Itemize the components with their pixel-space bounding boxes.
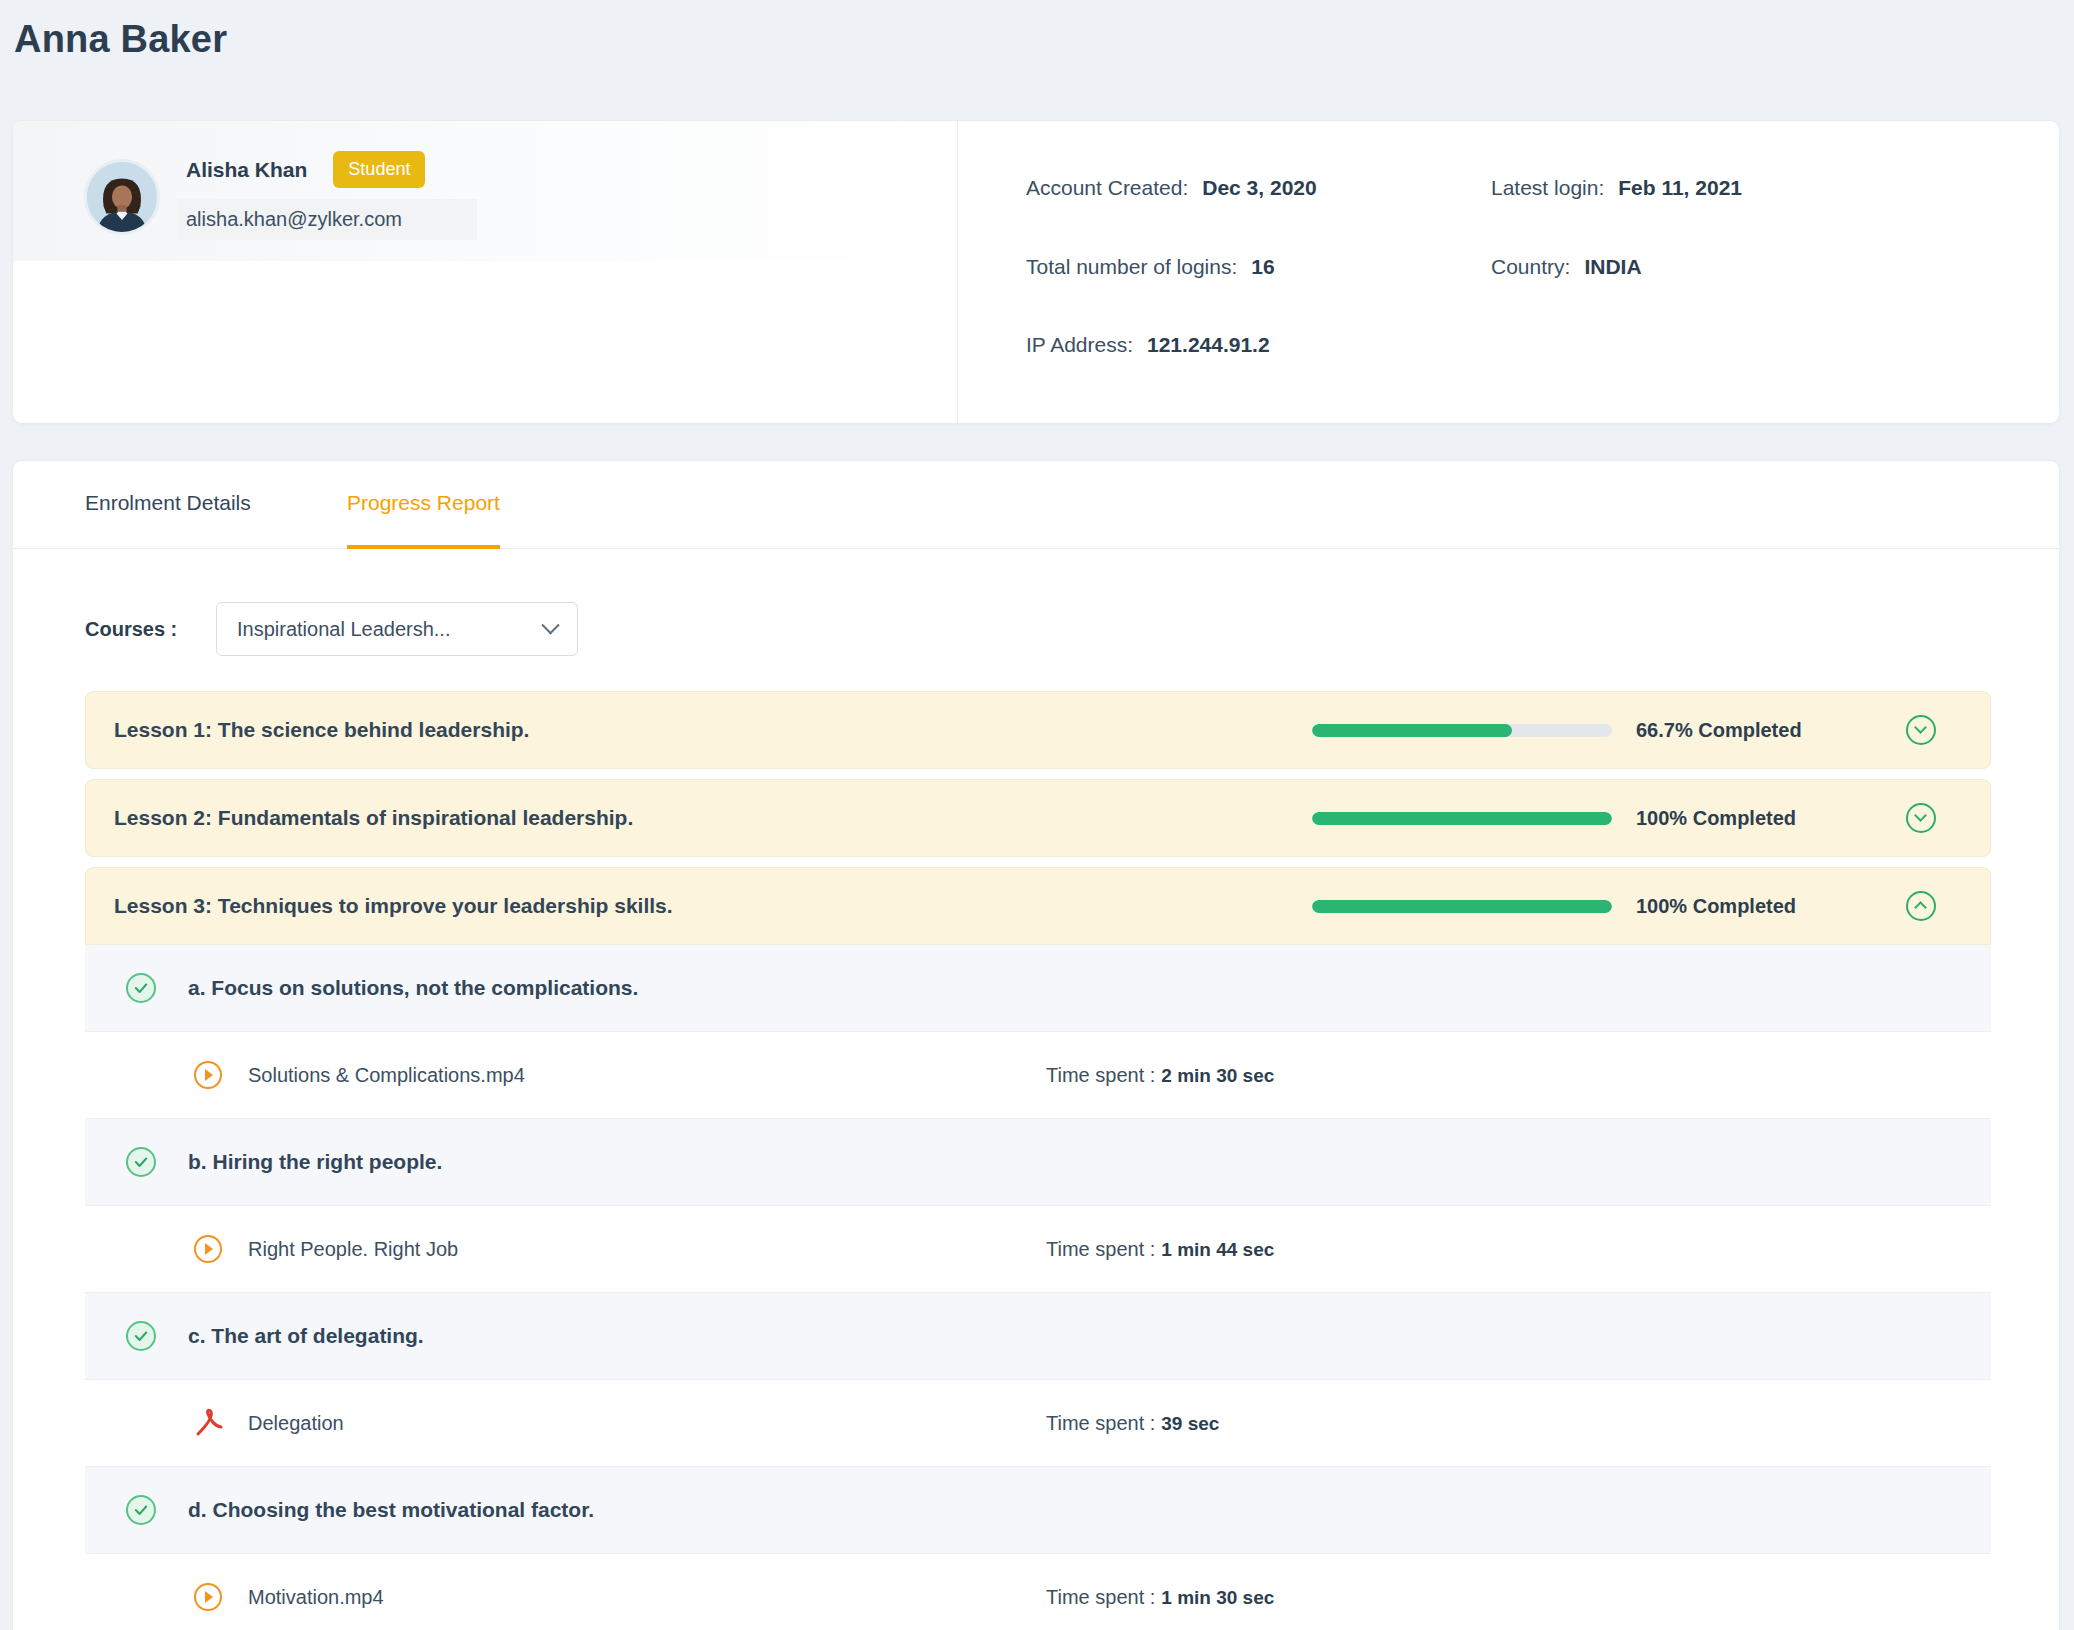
play-icon[interactable] (194, 1061, 222, 1089)
latest-login: Latest login:Feb 11, 2021 (1491, 176, 1742, 200)
completed-check-icon (126, 1495, 156, 1525)
topic-title: d. Choosing the best motivational factor… (188, 1498, 594, 1522)
avatar-image (87, 162, 157, 232)
time-spent: Time spent :1 min 30 sec (1046, 1586, 1274, 1609)
course-dropdown-value: Inspirational Leadersh... (237, 618, 450, 641)
topic-row: a. Focus on solutions, not the complicat… (85, 945, 1991, 1032)
progress-bar (1312, 900, 1612, 913)
course-dropdown[interactable]: Inspirational Leadersh... (216, 602, 578, 656)
progress-label: 66.7% Completed (1636, 719, 1906, 742)
topic-row: b. Hiring the right people. (85, 1119, 1991, 1206)
profile-email: alisha.khan@zylker.com (178, 199, 477, 240)
file-name[interactable]: Solutions & Complications.mp4 (248, 1064, 525, 1087)
expand-chevron-down-icon[interactable] (1906, 715, 1936, 745)
avatar (84, 159, 160, 235)
time-spent: Time spent :2 min 30 sec (1046, 1064, 1274, 1087)
file-row: Delegation Time spent :39 sec (85, 1380, 1991, 1467)
chevron-down-icon (541, 616, 559, 634)
main-card: Enrolment Details Progress Report Course… (12, 460, 2060, 1630)
topic-title: a. Focus on solutions, not the complicat… (188, 976, 638, 1000)
profile-name: Alisha Khan (186, 158, 307, 182)
play-icon[interactable] (194, 1235, 222, 1263)
expand-chevron-down-icon[interactable] (1906, 803, 1936, 833)
topic-row: c. The art of delegating. (85, 1293, 1991, 1380)
courses-label: Courses : (85, 618, 216, 641)
file-name[interactable]: Right People. Right Job (248, 1238, 458, 1261)
topic-title: b. Hiring the right people. (188, 1150, 442, 1174)
lesson-row-3[interactable]: Lesson 3: Techniques to improve your lea… (85, 867, 1991, 945)
collapse-chevron-up-icon[interactable] (1906, 891, 1936, 921)
file-name[interactable]: Delegation (248, 1412, 344, 1435)
profile-left-pane: Alisha Khan Student alisha.khan@zylker.c… (13, 121, 957, 423)
profile-right-pane: Account Created:Dec 3, 2020 Latest login… (958, 121, 2059, 423)
ip-address: IP Address:121.244.91.2 (1026, 333, 1270, 357)
time-spent: Time spent :1 min 44 sec (1046, 1238, 1274, 1261)
file-row: Right People. Right Job Time spent :1 mi… (85, 1206, 1991, 1293)
pdf-icon[interactable] (193, 1407, 225, 1439)
progress-label: 100% Completed (1636, 895, 1906, 918)
file-row: Motivation.mp4 Time spent :1 min 30 sec (85, 1554, 1991, 1630)
file-row: Solutions & Complications.mp4 Time spent… (85, 1032, 1991, 1119)
lesson-row-2[interactable]: Lesson 2: Fundamentals of inspirational … (85, 779, 1991, 857)
time-spent: Time spent :39 sec (1046, 1412, 1219, 1435)
courses-row: Courses : Inspirational Leadersh... (85, 602, 578, 656)
total-logins: Total number of logins:16 (1026, 255, 1275, 279)
lessons-list: Lesson 1: The science behind leadership.… (85, 691, 1991, 1630)
account-created: Account Created:Dec 3, 2020 (1026, 176, 1317, 200)
tab-bar: Enrolment Details Progress Report (13, 461, 2059, 549)
file-name[interactable]: Motivation.mp4 (248, 1586, 384, 1609)
completed-check-icon (126, 1321, 156, 1351)
topic-title: c. The art of delegating. (188, 1324, 424, 1348)
lesson-row-1[interactable]: Lesson 1: The science behind leadership.… (85, 691, 1991, 769)
tab-progress-report[interactable]: Progress Report (347, 461, 500, 549)
topic-row: d. Choosing the best motivational factor… (85, 1467, 1991, 1554)
role-badge: Student (333, 151, 425, 188)
progress-bar (1312, 724, 1612, 737)
play-icon[interactable] (194, 1583, 222, 1611)
progress-label: 100% Completed (1636, 807, 1906, 830)
page-title: Anna Baker (14, 18, 227, 61)
profile-card: Alisha Khan Student alisha.khan@zylker.c… (12, 120, 2060, 424)
completed-check-icon (126, 1147, 156, 1177)
progress-bar (1312, 812, 1612, 825)
tab-enrolment-details[interactable]: Enrolment Details (85, 461, 297, 549)
lesson-title: Lesson 3: Techniques to improve your lea… (86, 894, 1312, 918)
country: Country:INDIA (1491, 255, 1642, 279)
completed-check-icon (126, 973, 156, 1003)
lesson-title: Lesson 1: The science behind leadership. (86, 718, 1312, 742)
lesson-title: Lesson 2: Fundamentals of inspirational … (86, 806, 1312, 830)
lesson-3-contents: a. Focus on solutions, not the complicat… (85, 945, 1991, 1630)
